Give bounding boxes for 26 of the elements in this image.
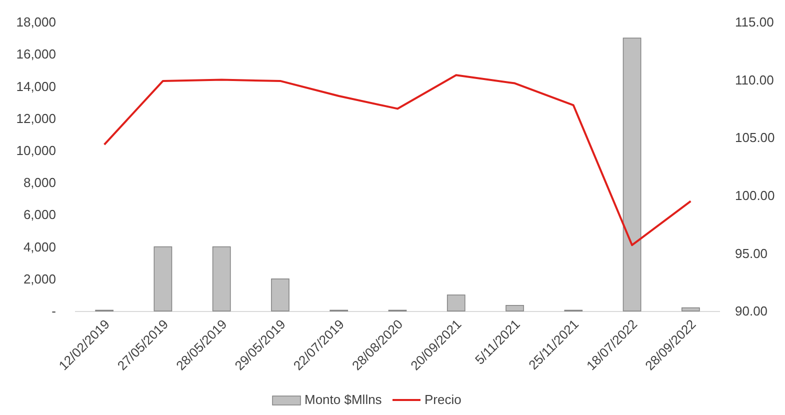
bar: [446, 294, 466, 312]
y2-tick-label: 100.00: [735, 188, 775, 203]
bar: [682, 307, 700, 312]
y-tick-label: 2,000: [23, 271, 56, 286]
y2-tick-label: 90.00: [735, 304, 768, 319]
legend-label: Precio: [424, 392, 462, 407]
y2-tick-label: 110.00: [735, 72, 774, 88]
y-tick-label: 6,000: [23, 207, 56, 222]
bar: [506, 305, 524, 312]
y-tick-label: 10,000: [16, 142, 56, 158]
y-tick-label: 8,000: [23, 175, 56, 190]
bar: [271, 278, 290, 312]
y-tick-label: -: [52, 304, 56, 319]
legend-label: Monto $Mllns: [304, 392, 382, 407]
y2-tick-label: 105.00: [735, 130, 775, 146]
bar: [622, 38, 642, 312]
y-tick-label: 4,000: [23, 239, 56, 254]
y-tick-label: 18,000: [16, 14, 56, 30]
y-tick-label: 16,000: [16, 46, 56, 62]
y2-tick-label: 115.00: [735, 14, 774, 30]
y-tick-label: 14,000: [16, 78, 56, 94]
y-tick-label: 12,000: [16, 110, 56, 126]
y2-tick-label: 95.00: [735, 246, 768, 261]
bar: [154, 246, 172, 312]
line-series: [103, 74, 692, 246]
bar: [212, 246, 231, 312]
